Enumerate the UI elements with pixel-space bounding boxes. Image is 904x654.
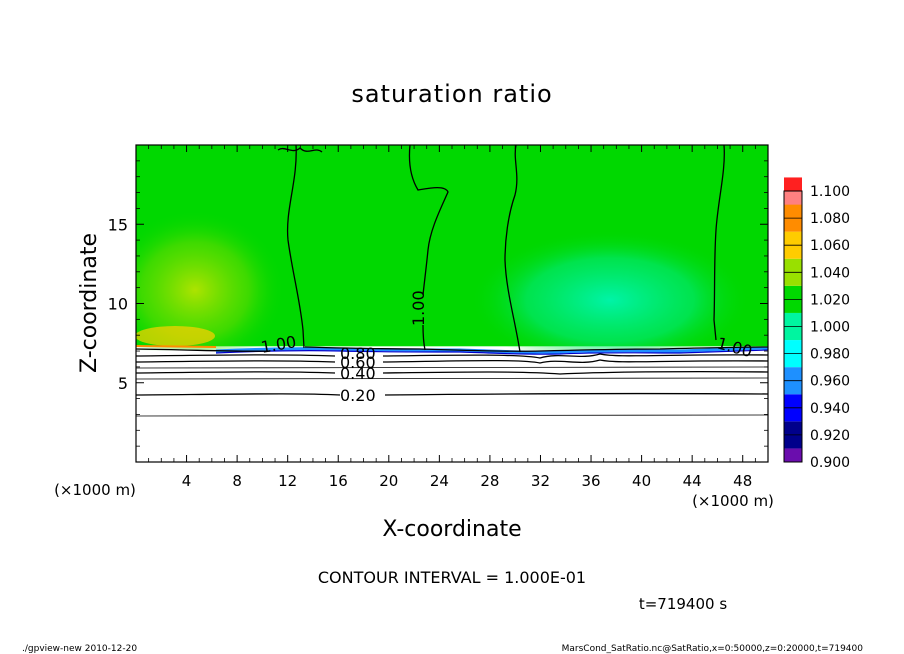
colorbar-label-4: 0.980	[810, 347, 850, 363]
colorbar-label-0: 0.900	[810, 455, 850, 471]
footer-left: ./gpview-new 2010-12-20	[22, 644, 137, 654]
contour-label-060: 0.60	[340, 353, 376, 372]
contour-line-080	[136, 353, 768, 359]
contour-line-060	[136, 359, 768, 364]
contour-line-020	[136, 392, 768, 396]
x-tick-label-11: 48	[733, 472, 752, 490]
colorbar-label-2: 0.940	[810, 401, 850, 417]
contour-interval-label: CONTOUR INTERVAL = 1.000E-01	[318, 568, 586, 587]
contour-lines	[136, 145, 768, 417]
heatmap-field	[136, 145, 768, 462]
contour-line-100-a	[286, 145, 305, 349]
contour-line-extra-3	[136, 414, 768, 417]
subsaturated-patch	[470, 230, 750, 370]
colorbar-label-5: 1.000	[810, 320, 850, 336]
colorbar-segment-11	[784, 191, 802, 205]
contour-label-100-b: 1.00	[409, 290, 428, 326]
y-tick-label-2: 15	[108, 215, 128, 234]
x-tick-label-3: 16	[329, 472, 348, 490]
boundary-orange	[136, 345, 217, 348]
x-tick-label-10: 44	[683, 472, 702, 490]
contour-label-020: 0.20	[340, 386, 376, 405]
x-tick-label-1: 8	[232, 472, 242, 490]
transition-band-edge	[215, 349, 768, 355]
time-label: t=719400 s	[639, 595, 727, 613]
colorbar-label-9: 1.080	[810, 211, 850, 227]
chart-title: saturation ratio	[351, 80, 552, 108]
x-tick-label-5: 24	[430, 472, 449, 490]
x-axis-ticks: 4 8 12 16 20 24 28 32 36 40 44 48	[148, 145, 756, 490]
colorbar-label-6: 1.020	[810, 292, 850, 308]
contour-labels: 0.20 0.40 0.60 0.80 1.00 1.00 1.00	[259, 290, 754, 405]
colorbar-label-7: 1.040	[810, 265, 850, 281]
colorbar-label-3: 0.960	[810, 374, 850, 390]
supersaturated-patch-edge	[136, 326, 215, 346]
x-tick-label-7: 32	[531, 472, 550, 490]
contour-label-080: 0.80	[340, 344, 376, 363]
contour-line-100-d	[713, 145, 725, 341]
footer-right: MarsCond_SatRatio.nc@SatRatio,x=0:50000,…	[562, 644, 864, 654]
colorbar-label-8: 1.060	[810, 238, 850, 254]
x-tick-label-2: 12	[278, 472, 297, 490]
y-axis-title: Z-coordinate	[77, 233, 102, 373]
dry-region	[136, 350, 768, 462]
x-tick-label-6: 28	[480, 472, 499, 490]
x-tick-label-8: 36	[581, 472, 600, 490]
x-tick-label-4: 20	[379, 472, 398, 490]
colorbar-segment-0	[784, 448, 802, 462]
colorbar: 0.900 0.920 0.940 0.960 0.980 1.000 1.020 1.040…	[783, 177, 850, 471]
x-tick-label-9: 40	[632, 472, 651, 490]
x-axis-title: X-coordinate	[382, 517, 521, 542]
y-tick-label-1: 10	[108, 295, 128, 314]
contour-line-100-b	[408, 145, 449, 351]
colorbar-label-10: 1.100	[810, 184, 850, 200]
x-tick-label-0: 4	[182, 472, 192, 490]
contour-line-100-base	[136, 346, 768, 352]
colorbar-label-1: 0.920	[810, 428, 850, 444]
contour-line-100-c	[504, 145, 521, 353]
y-axis-unit: (×1000 m)	[54, 481, 136, 499]
contour-line-040	[136, 370, 768, 375]
y-axis-ticks: 5 10 15	[108, 160, 768, 447]
y-tick-label-0: 5	[118, 374, 128, 393]
contour-label-040: 0.40	[340, 364, 376, 383]
x-axis-unit: (×1000 m)	[692, 492, 774, 510]
